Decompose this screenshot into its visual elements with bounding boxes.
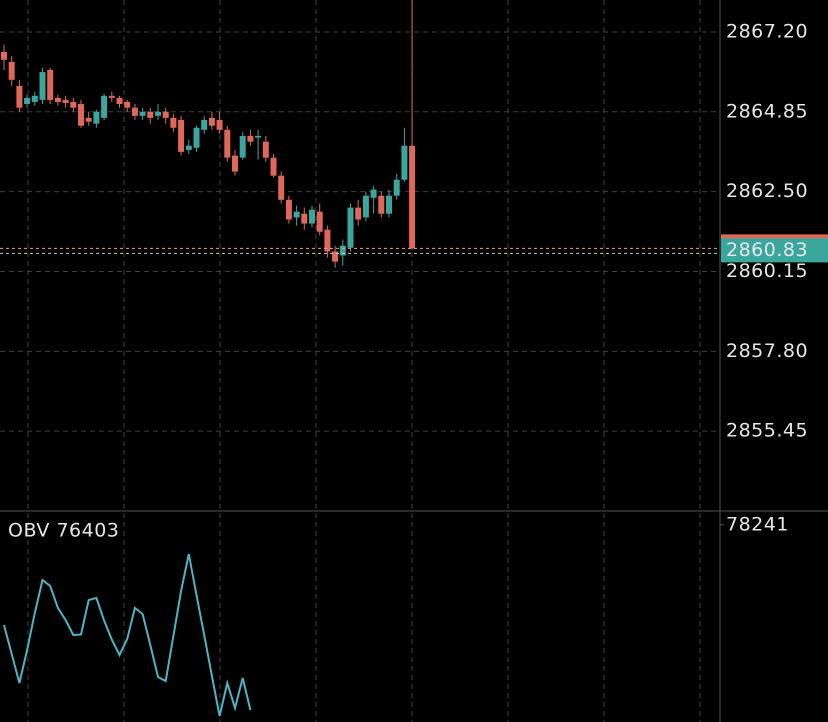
candle-body <box>162 111 169 118</box>
candle-body <box>78 103 84 126</box>
obv-title: OBV 76403 <box>8 520 119 542</box>
y-tick-label: 78241 <box>726 513 789 535</box>
candle-body <box>24 97 31 104</box>
candle-body <box>1 51 7 60</box>
candle-body <box>131 107 138 116</box>
y-tick-label: 2867.20 <box>726 20 808 42</box>
candle-body <box>85 117 92 122</box>
candle-body <box>332 251 339 262</box>
candle-body <box>386 195 392 214</box>
candle-body <box>39 72 46 100</box>
candle-body <box>185 145 192 150</box>
candle-body <box>178 119 185 152</box>
candle-body <box>239 135 246 158</box>
candle-body <box>201 119 208 130</box>
candle-body <box>316 211 323 232</box>
price-tag <box>721 238 828 263</box>
candle-body <box>247 135 254 142</box>
candle-body <box>278 175 285 200</box>
candle-body <box>293 211 300 218</box>
candle-body <box>309 209 315 224</box>
candle-body <box>31 95 38 102</box>
y-tick-label: 2860.15 <box>726 260 808 282</box>
candle-body <box>101 95 108 118</box>
candle-body <box>8 61 15 80</box>
candle-body <box>262 141 269 158</box>
candle-body <box>393 179 400 196</box>
candle-body <box>409 145 416 249</box>
candle-body <box>193 127 200 148</box>
y-tick-label: 2857.80 <box>726 340 808 362</box>
candle-body <box>255 135 262 138</box>
candle-body <box>62 99 69 103</box>
price-tag-back <box>721 234 828 241</box>
candle-body <box>301 213 308 224</box>
candle-body <box>324 229 331 252</box>
candle-body <box>70 101 77 108</box>
candle-body <box>47 69 54 100</box>
candle-body <box>232 155 238 172</box>
candle-body <box>378 195 385 214</box>
candle-body <box>16 85 23 108</box>
candle-body <box>401 145 408 180</box>
candle-body <box>139 111 146 116</box>
y-tick-label: 2864.85 <box>726 100 808 122</box>
candle-body <box>339 245 346 256</box>
candle-body <box>155 111 161 116</box>
candle-body <box>347 207 354 248</box>
candle-body <box>216 119 223 130</box>
candle-body <box>224 129 231 158</box>
candle-body <box>285 199 292 220</box>
candle-body <box>147 111 154 118</box>
candle-body <box>170 117 177 128</box>
candle-body <box>370 189 377 198</box>
candle-body <box>124 101 131 108</box>
candle-body <box>93 111 100 124</box>
candle-body <box>54 97 61 102</box>
y-tick-label: 2855.45 <box>726 420 808 442</box>
obv-line <box>3 553 252 717</box>
candle-body <box>362 195 369 218</box>
y-tick-label: 2862.50 <box>726 180 808 202</box>
candle-body <box>116 97 123 104</box>
candle-body <box>270 157 277 176</box>
candle-body <box>208 117 215 126</box>
candle-body <box>108 95 115 98</box>
last-price-label: 2860.83 <box>726 239 808 261</box>
candle-body <box>355 207 362 220</box>
